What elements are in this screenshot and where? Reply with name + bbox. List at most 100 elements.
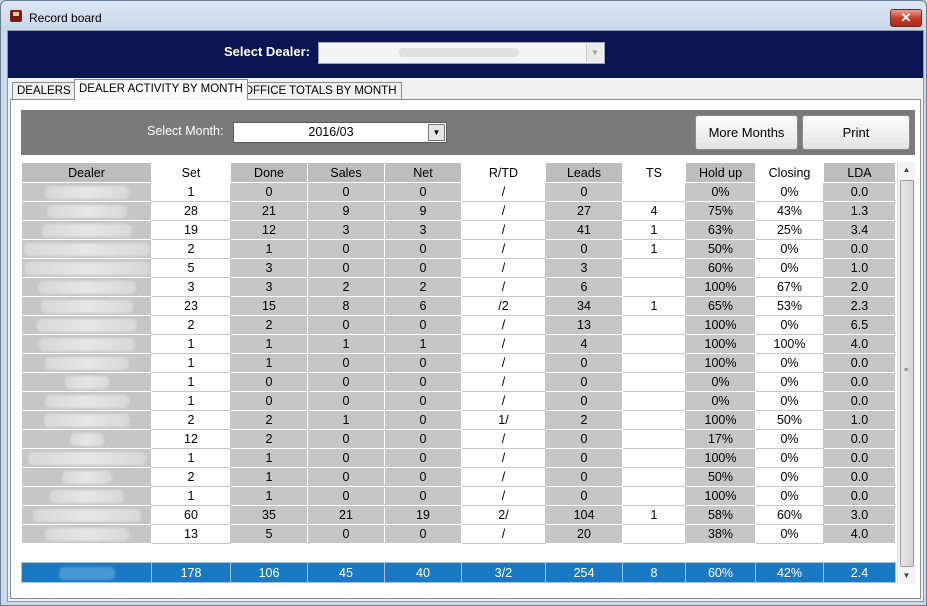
more-months-button[interactable]: More Months bbox=[695, 115, 798, 150]
total-row[interactable]: 178 106 45 40 3/2 254 8 60% 42% 2.4 bbox=[21, 562, 896, 583]
cell-set: 23 bbox=[151, 296, 231, 316]
table-row[interactable]: 1 0 0 0/0 0% 0% 0.0 bbox=[21, 391, 896, 411]
table-row[interactable]: 1 0 0 0/0 0% 0% 0.0 bbox=[21, 182, 896, 202]
cell-ts bbox=[622, 391, 686, 411]
dealer-name-cell bbox=[21, 391, 152, 411]
redacted-dealer-name bbox=[43, 414, 130, 428]
table-row[interactable]: 2 1 0 0/0 1 50% 0% 0.0 bbox=[21, 239, 896, 259]
cell-done: 2 bbox=[230, 315, 308, 335]
dealer-name-cell bbox=[21, 410, 152, 430]
cell-hold-up: 58% bbox=[685, 505, 756, 525]
table-header-row: Dealer Set Done Sales Net R/TD Leads TS … bbox=[21, 162, 896, 183]
cell-r-td: 1/ bbox=[461, 410, 546, 430]
cell-set: 12 bbox=[151, 429, 231, 449]
column-header-net[interactable]: Net bbox=[384, 162, 462, 183]
table-row[interactable]: 19 12 3 3/41 1 63% 25% 3.4 bbox=[21, 220, 896, 240]
table-row[interactable]: 1 1 0 0/0 100% 0% 0.0 bbox=[21, 448, 896, 468]
table-body: 1 0 0 0/0 0% 0% 0.0 28 21 9 9/27 4 75% 43% 1.3 19 12 3 3/4… bbox=[21, 182, 896, 583]
redacted-dealer-name bbox=[38, 338, 135, 352]
cell-leads: 27 bbox=[545, 201, 623, 221]
table-row[interactable]: 12 2 0 0/0 17% 0% 0.0 bbox=[21, 429, 896, 449]
column-header-set[interactable]: Set bbox=[151, 162, 231, 183]
column-header-ts[interactable]: TS bbox=[622, 162, 686, 183]
redacted-dealer-name bbox=[399, 48, 519, 57]
table-row[interactable]: 2 1 0 0/0 50% 0% 0.0 bbox=[21, 467, 896, 487]
redacted-dealer-name bbox=[23, 262, 150, 276]
cell-lda: 6.5 bbox=[823, 315, 896, 335]
cell-r-td: / bbox=[461, 391, 546, 411]
cell-leads: 0 bbox=[545, 239, 623, 259]
column-header-lda[interactable]: LDA bbox=[823, 162, 896, 183]
table-row[interactable]: 60 35 21 19 2/104 1 58% 60% 3.0 bbox=[21, 505, 896, 525]
cell-ts bbox=[622, 277, 686, 297]
column-header-closing[interactable]: Closing bbox=[755, 162, 824, 183]
cell-sales: 0 bbox=[307, 524, 385, 544]
dealer-select[interactable]: ▼ bbox=[318, 42, 605, 64]
table-row[interactable]: 2 2 0 0/13 100% 0% 6.5 bbox=[21, 315, 896, 335]
cell-sales: 0 bbox=[307, 239, 385, 259]
cell-lda: 0.0 bbox=[823, 372, 896, 392]
table-row[interactable]: 5 3 0 0/3 60% 0% 1.0 bbox=[21, 258, 896, 278]
activity-grid: Dealer Set Done Sales Net R/TD Leads TS … bbox=[21, 162, 915, 588]
cell-leads: 20 bbox=[545, 524, 623, 544]
tab-office-totals-by-month[interactable]: OFFICE TOTALS BY MONTH bbox=[239, 82, 402, 99]
scroll-down-icon[interactable]: ▼ bbox=[902, 571, 911, 580]
table-row[interactable]: 23 15 8 6/2 34 1 65% 53% 2.3 bbox=[21, 296, 896, 316]
cell-hold-up: 63% bbox=[685, 220, 756, 240]
cell-leads: 41 bbox=[545, 220, 623, 240]
cell-set: 1 bbox=[151, 448, 231, 468]
table-row[interactable]: 1 0 0 0/0 0% 0% 0.0 bbox=[21, 372, 896, 392]
column-header-dealer[interactable]: Dealer bbox=[21, 162, 152, 183]
cell-sales: 0 bbox=[307, 429, 385, 449]
cell-done: 1 bbox=[230, 467, 308, 487]
table-row[interactable]: 1 1 0 0/0 100% 0% 0.0 bbox=[21, 486, 896, 506]
cell-set: 2 bbox=[151, 315, 231, 335]
cell-done: 12 bbox=[230, 220, 308, 240]
grip-icon: ≡ bbox=[904, 367, 909, 374]
cell-leads: 2 bbox=[545, 410, 623, 430]
scroll-up-icon[interactable]: ▲ bbox=[902, 165, 911, 174]
column-header-rtd[interactable]: R/TD bbox=[461, 162, 546, 183]
table-row[interactable]: 1 1 0 0/0 100% 0% 0.0 bbox=[21, 353, 896, 373]
tab-dealer-activity-by-month[interactable]: DEALER ACTIVITY BY MONTH bbox=[74, 79, 248, 100]
close-button[interactable]: ✕ bbox=[890, 9, 922, 27]
cell-hold-up: 60% bbox=[685, 258, 756, 278]
scrollbar-thumb[interactable]: ≡ bbox=[900, 180, 914, 567]
chevron-down-icon[interactable]: ▼ bbox=[586, 44, 603, 62]
cell-closing: 60% bbox=[755, 505, 824, 525]
cell-ts bbox=[622, 334, 686, 354]
column-header-leads[interactable]: Leads bbox=[545, 162, 623, 183]
cell-r-td: / bbox=[461, 429, 546, 449]
cell-sales: 0 bbox=[307, 182, 385, 202]
cell-closing: 0% bbox=[755, 429, 824, 449]
cell-net: 0 bbox=[384, 391, 462, 411]
vertical-scrollbar[interactable]: ▲ ≡ ▼ bbox=[897, 162, 915, 584]
cell-net: 0 bbox=[384, 182, 462, 202]
cell-sales: 21 bbox=[307, 505, 385, 525]
column-header-sales[interactable]: Sales bbox=[307, 162, 385, 183]
table-row[interactable]: 2 2 1 0 1/2 100% 50% 1.0 bbox=[21, 410, 896, 430]
dealer-name-cell bbox=[21, 220, 152, 240]
cell-ts bbox=[622, 353, 686, 373]
column-header-done[interactable]: Done bbox=[230, 162, 308, 183]
cell-sales: 0 bbox=[307, 372, 385, 392]
redacted-dealer-name bbox=[61, 471, 112, 485]
dealer-name-cell bbox=[21, 429, 152, 449]
cell-sales: 45 bbox=[307, 562, 385, 583]
table-row[interactable]: 3 3 2 2/6 100% 67% 2.0 bbox=[21, 277, 896, 297]
dealer-name-cell bbox=[21, 315, 152, 335]
cell-r-td: / bbox=[461, 220, 546, 240]
cell-leads: 0 bbox=[545, 429, 623, 449]
print-button[interactable]: Print bbox=[802, 115, 910, 150]
month-select[interactable]: 2016/03 ▼ bbox=[233, 122, 447, 143]
cell-r-td: / bbox=[461, 334, 546, 354]
cell-done: 1 bbox=[230, 448, 308, 468]
activity-table: Dealer Set Done Sales Net R/TD Leads TS … bbox=[21, 162, 896, 583]
tab-dealers[interactable]: DEALERS bbox=[12, 82, 76, 99]
cell-net: 2 bbox=[384, 277, 462, 297]
chevron-down-icon[interactable]: ▼ bbox=[428, 124, 445, 141]
table-row[interactable]: 28 21 9 9/27 4 75% 43% 1.3 bbox=[21, 201, 896, 221]
column-header-hold-up[interactable]: Hold up bbox=[685, 162, 756, 183]
table-row[interactable]: 13 5 0 0/20 38% 0% 4.0 bbox=[21, 524, 896, 544]
table-row[interactable]: 1 1 1 1/4 100% 100% 4.0 bbox=[21, 334, 896, 354]
